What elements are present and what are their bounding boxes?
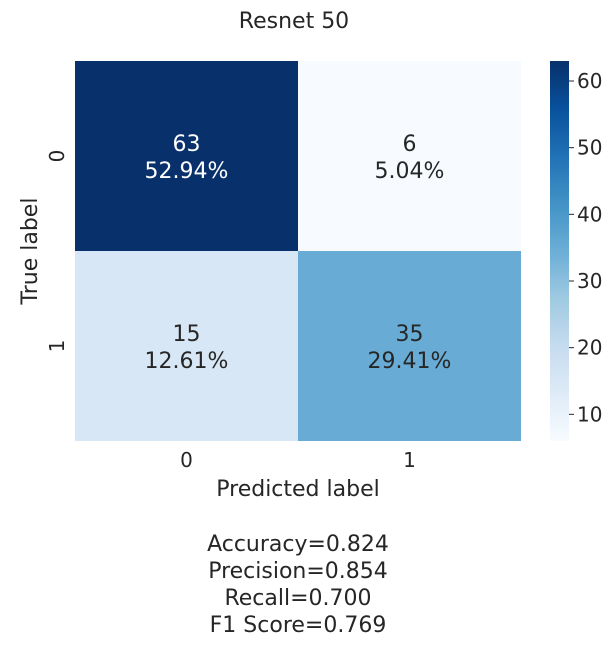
metric-line-0: Accuracy=0.824 — [207, 532, 389, 557]
colorbar-tick-label-4: 50 — [577, 136, 602, 160]
heatmap-cell-1-1 — [298, 251, 521, 441]
heatmap-cell-1-0 — [75, 251, 298, 441]
y-axis-label: True label — [18, 198, 43, 306]
heatmap-cell-0-1 — [298, 61, 521, 251]
x-axis-label: Predicted label — [216, 477, 379, 502]
x-tick-label-1: 1 — [403, 448, 416, 472]
metric-line-3: F1 Score=0.769 — [210, 613, 387, 638]
colorbar-tick-label-0: 10 — [577, 402, 602, 426]
y-axis-ticks: 01 — [45, 150, 69, 353]
cell-percent-label-1-1: 29.41% — [368, 349, 452, 374]
cell-percent-label-0-1: 5.04% — [375, 159, 445, 184]
chart-title: Resnet 50 — [239, 9, 349, 34]
cell-percent-label-1-0: 12.61% — [145, 349, 229, 374]
colorbar-tick-label-1: 20 — [577, 336, 602, 360]
colorbar-ticks: 10 20 30 40 50 60 — [569, 69, 602, 426]
colorbar-tick-label-5: 60 — [577, 69, 602, 93]
y-tick-label-1: 1 — [45, 340, 69, 353]
cell-percent-label-0-0: 52.94% — [145, 159, 229, 184]
cell-count-label-0-0: 63 — [173, 132, 201, 157]
metric-line-1: Precision=0.854 — [208, 559, 388, 584]
y-tick-label-0: 0 — [45, 150, 69, 163]
colorbar-tick-label-2: 30 — [577, 269, 602, 293]
cell-count-label-0-1: 6 — [403, 132, 417, 157]
heatmap-cell-0-0 — [75, 61, 298, 251]
x-tick-label-0: 0 — [180, 448, 193, 472]
heatmap-cells — [75, 61, 521, 441]
colorbar — [550, 61, 569, 441]
colorbar-tick-label-3: 40 — [577, 202, 602, 226]
metrics-block: Accuracy=0.824Precision=0.854Recall=0.70… — [207, 532, 389, 638]
metric-line-2: Recall=0.700 — [224, 586, 371, 611]
cell-count-label-1-0: 15 — [173, 322, 201, 347]
cell-count-label-1-1: 35 — [396, 322, 424, 347]
